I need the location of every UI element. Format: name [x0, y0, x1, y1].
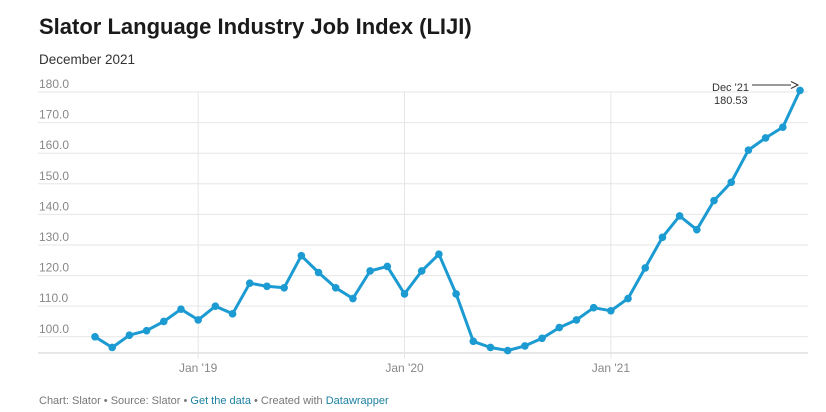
data-point [349, 294, 357, 303]
y-tick-label: 130.0 [39, 230, 69, 244]
data-point [245, 279, 254, 288]
data-point [194, 316, 202, 324]
data-point [538, 334, 546, 343]
y-tick-label: 170.0 [39, 108, 69, 122]
annotation-value: 180.53 [714, 95, 748, 107]
data-point [521, 342, 529, 350]
data-point [641, 264, 650, 272]
y-tick-label: 100.0 [39, 322, 69, 336]
source-credit: Source: Slator [110, 395, 181, 407]
data-point [108, 343, 116, 352]
get-the-data-link[interactable]: Get the data [190, 395, 251, 407]
footer-separator: • [180, 395, 191, 407]
y-tick-label: 120.0 [39, 261, 69, 275]
data-point [159, 317, 168, 326]
data-point [280, 284, 288, 292]
data-point [263, 282, 271, 291]
data-point [383, 262, 392, 271]
data-point [366, 267, 374, 275]
data-point [693, 225, 701, 234]
data-point [727, 178, 736, 187]
data-point [142, 326, 151, 335]
y-tick-label: 110.0 [39, 291, 68, 305]
data-point [607, 306, 615, 315]
data-point [796, 86, 804, 95]
data-point [211, 302, 220, 310]
created-with-label: Created with [260, 395, 326, 407]
footer-separator: • [100, 395, 111, 407]
data-point [469, 337, 478, 346]
data-point [435, 250, 443, 258]
footer-separator: • [250, 395, 261, 407]
data-point [486, 343, 495, 352]
data-point [314, 268, 323, 277]
chart-credit: Chart: Slator [39, 395, 101, 407]
chart-subtitle: December 2021 [39, 52, 136, 67]
data-point [761, 134, 770, 142]
y-tick-label: 180.0 [39, 77, 69, 91]
chart-title: Slator Language Industry Job Index (LIJI… [39, 14, 472, 39]
annotation-arrow-head [790, 81, 800, 89]
chart-footer: Chart: Slator • Source: Slator • Get the… [39, 395, 389, 407]
data-point [658, 233, 667, 242]
data-point [624, 294, 632, 303]
x-tick-label: Jan '19 [179, 361, 218, 375]
data-point [589, 303, 598, 312]
series-line [93, 88, 802, 352]
data-point [228, 310, 237, 318]
data-point [331, 284, 340, 292]
data-point [177, 305, 185, 314]
data-point [710, 196, 718, 205]
y-tick-label: 150.0 [39, 169, 69, 183]
data-point [297, 251, 306, 260]
data-point [503, 346, 512, 355]
data-point [91, 332, 99, 341]
data-point [400, 290, 409, 298]
line-chart: 100.0 110.0 120.0 130.0 140.0 150.0 160.0 170.0… [38, 77, 808, 375]
data-point [675, 212, 684, 220]
x-tick-label: Jan '21 [592, 361, 631, 375]
data-point [417, 267, 426, 275]
data-point [572, 316, 581, 324]
data-point [452, 290, 460, 298]
data-point [555, 323, 564, 332]
annotation-label: Dec '21 [712, 82, 749, 94]
y-tick-label: 140.0 [39, 199, 69, 213]
x-tick-label: Jan '20 [385, 361, 424, 375]
datawrapper-link[interactable]: Datawrapper [325, 395, 389, 407]
y-tick-label: 160.0 [39, 138, 69, 152]
data-point [744, 146, 753, 154]
data-point [125, 331, 134, 340]
data-point [779, 123, 787, 131]
